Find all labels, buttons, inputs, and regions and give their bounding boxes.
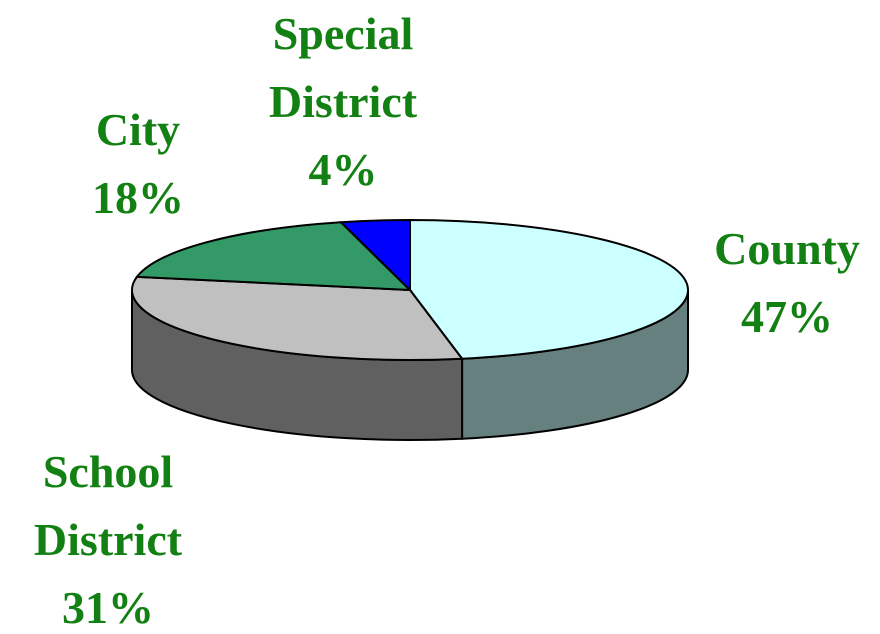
category-label: City [95,104,181,155]
slice-label: County 47% [712,215,862,351]
category-label: Special District [268,8,418,127]
slice-label: City 18% [63,96,213,232]
slice-label: School District 31% [0,438,228,634]
pie-slice [131,275,465,361]
slice-label: Special District 4% [223,0,463,204]
value-label: 18% [92,172,184,223]
category-label: School District [33,446,183,565]
value-label: 4% [308,144,378,195]
pie-slice [338,218,411,293]
category-label: County [714,223,860,274]
pie-slice [409,218,689,360]
pie-slice [134,221,413,292]
value-label: 47% [741,291,833,342]
value-label: 31% [62,582,154,633]
